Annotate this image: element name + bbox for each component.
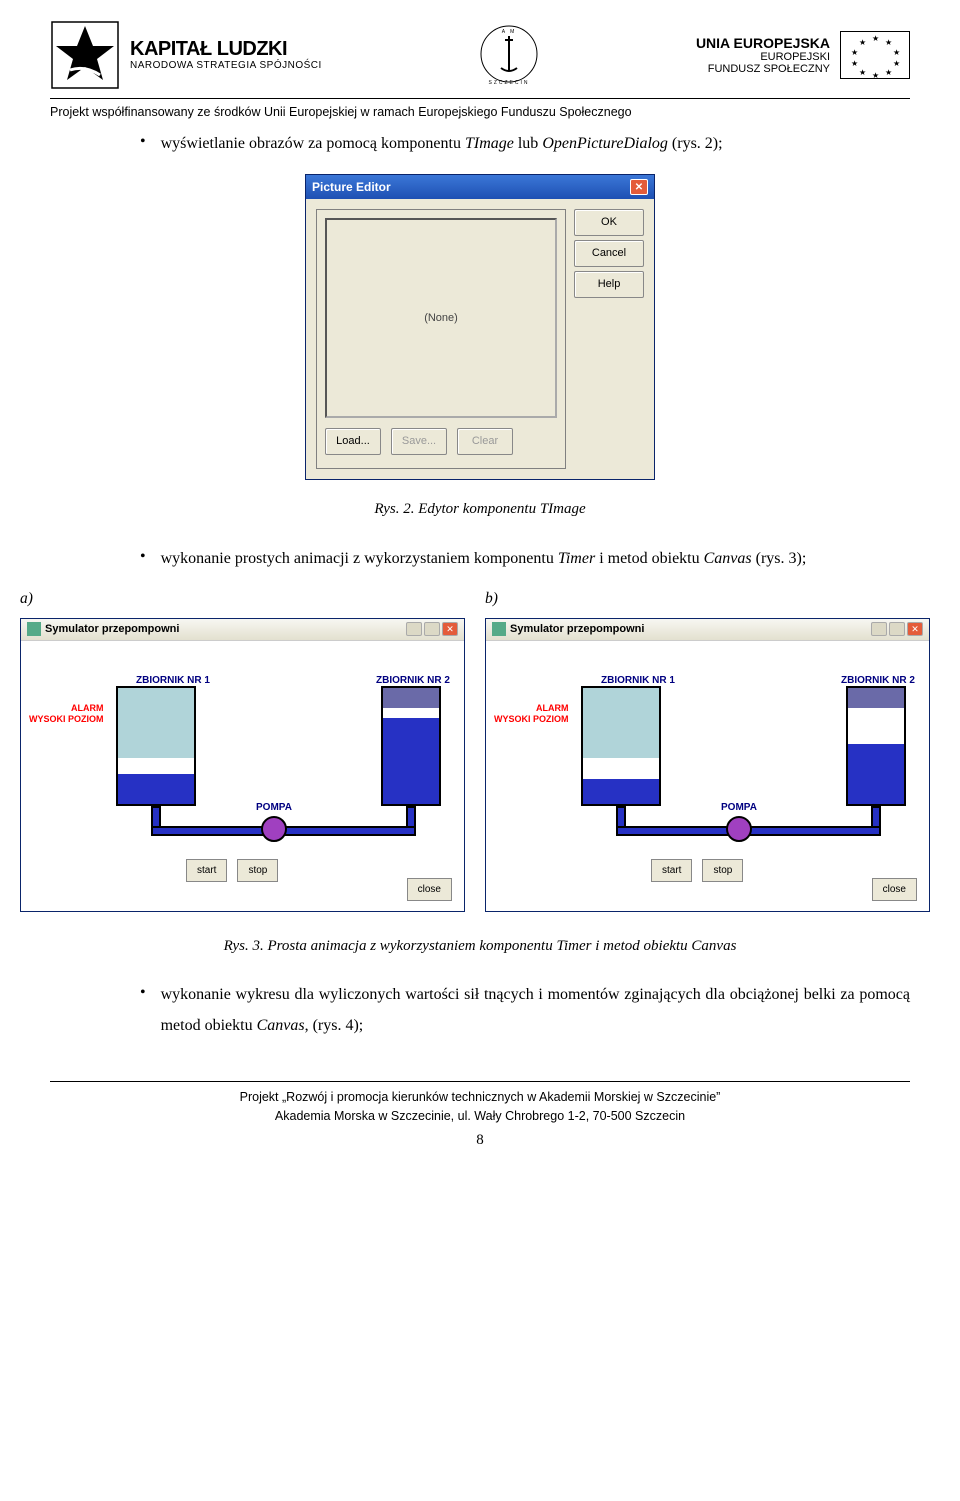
bullet1-text: wyświetlanie obrazów za pomocą komponent… xyxy=(161,129,910,159)
tank1 xyxy=(116,686,196,806)
svg-text:AKADEMIA MORSKA: AKADEMIA MORSKA xyxy=(479,22,539,24)
eu-flag-icon: ★ ★ ★ ★ ★ ★ ★ ★ ★ ★ xyxy=(840,31,910,79)
footer-line1: Projekt „Rozwój i promocja kierunków tec… xyxy=(50,1088,910,1107)
label-b: b) xyxy=(485,584,940,613)
bullet-item-1: • wyświetlanie obrazów za pomocą kompone… xyxy=(140,129,910,159)
subheader-text: Projekt współfinansowany ze środków Unii… xyxy=(50,105,910,119)
caption-fig3: Rys. 3. Prosta animacja z wykorzystaniem… xyxy=(50,932,910,961)
cancel-button[interactable]: Cancel xyxy=(574,240,644,267)
preview-canvas: (None) xyxy=(325,218,557,418)
bullet-item-2: • wykonanie prostych animacji z wykorzys… xyxy=(140,544,910,574)
figure-pair-ab: a) Symulator przepompowni ✕ xyxy=(20,584,940,911)
tank2 xyxy=(846,686,906,806)
pompa-label: POMPA xyxy=(721,798,757,817)
save-button[interactable]: Save... xyxy=(391,428,447,455)
start-button[interactable]: start xyxy=(651,859,692,882)
titlebar: Picture Editor ✕ xyxy=(306,175,654,199)
sim-canvas-b: ZBIORNIK NR 1 ZBIORNIK NR 2 ALARMWYSOKI … xyxy=(486,641,929,911)
close-icon[interactable]: ✕ xyxy=(630,179,648,195)
minimize-icon[interactable] xyxy=(406,622,422,636)
kl-title: KAPITAŁ LUDZKI xyxy=(130,39,322,59)
window-picture-editor: Picture Editor ✕ (None) Load... Save... xyxy=(305,174,655,480)
tank1 xyxy=(581,686,661,806)
caption-fig2: Rys. 2. Edytor komponentu TImage xyxy=(50,495,910,524)
bullet3-text: wykonanie wykresu dla wyliczonych wartoś… xyxy=(161,980,910,1041)
window-simulator-b: Symulator przepompowni ✕ ZBIORNIK NR 1 Z… xyxy=(485,618,930,912)
start-button[interactable]: start xyxy=(186,859,227,882)
maximize-icon[interactable] xyxy=(889,622,905,636)
sim-title: Symulator przepompowni xyxy=(510,619,644,640)
ue-line3: FUNDUSZ SPOŁECZNY xyxy=(696,63,830,75)
app-icon xyxy=(27,622,41,636)
sim-title: Symulator przepompowni xyxy=(45,619,179,640)
page-footer: Projekt „Rozwój i promocja kierunków tec… xyxy=(50,1082,910,1126)
close-button[interactable]: close xyxy=(407,878,452,901)
sim-canvas-a: ZBIORNIK NR 1 ZBIORNIK NR 2 ALARMWYSOKI … xyxy=(21,641,464,911)
page-header: KAPITAŁ LUDZKI NARODOWA STRATEGIA SPÓJNO… xyxy=(50,20,910,90)
app-icon xyxy=(492,622,506,636)
svg-text:SZCZECIN: SZCZECIN xyxy=(488,80,529,86)
stop-button[interactable]: stop xyxy=(702,859,743,882)
none-label: (None) xyxy=(424,308,458,329)
window-title: Picture Editor xyxy=(312,176,391,199)
tank2 xyxy=(381,686,441,806)
pompa-icon xyxy=(261,816,287,842)
divider xyxy=(50,98,910,99)
stop-button[interactable]: stop xyxy=(237,859,278,882)
load-button[interactable]: Load... xyxy=(325,428,381,455)
pompa-icon xyxy=(726,816,752,842)
help-button[interactable]: Help xyxy=(574,271,644,298)
close-button[interactable]: close xyxy=(872,878,917,901)
alarm-label: ALARMWYSOKI POZIOM xyxy=(494,703,569,725)
alarm-label: ALARMWYSOKI POZIOM xyxy=(29,703,104,725)
ue-line2: EUROPEJSKI xyxy=(696,51,830,63)
label-a: a) xyxy=(20,584,475,613)
footer-line2: Akademia Morska w Szczecinie, ul. Wały C… xyxy=(50,1107,910,1126)
bullet-dot-icon: • xyxy=(140,129,146,155)
ok-button[interactable]: OK xyxy=(574,209,644,236)
kl-subtitle: NARODOWA STRATEGIA SPÓJNOŚCI xyxy=(130,61,322,71)
preview-frame: (None) Load... Save... Clear xyxy=(316,209,566,469)
minimize-icon[interactable] xyxy=(871,622,887,636)
kl-star-icon xyxy=(50,20,120,90)
svg-text:A M: A M xyxy=(502,29,517,35)
figure-picture-editor: Picture Editor ✕ (None) Load... Save... xyxy=(50,174,910,480)
logo-unia-europejska: UNIA EUROPEJSKA EUROPEJSKI FUNDUSZ SPOŁE… xyxy=(696,31,910,79)
logo-kapital-ludzki: KAPITAŁ LUDZKI NARODOWA STRATEGIA SPÓJNO… xyxy=(50,20,322,90)
bullet2-text: wykonanie prostych animacji z wykorzysta… xyxy=(161,544,910,574)
page-number: 8 xyxy=(50,1132,910,1149)
logo-akademia-morska: AKADEMIA MORSKA A M SZCZECIN xyxy=(479,22,539,88)
close-icon[interactable]: ✕ xyxy=(907,622,923,636)
bullet-dot-icon: • xyxy=(140,980,146,1006)
maximize-icon[interactable] xyxy=(424,622,440,636)
bullet-item-3: • wykonanie wykresu dla wyliczonych wart… xyxy=(140,980,910,1041)
am-seal-icon: AKADEMIA MORSKA A M SZCZECIN xyxy=(479,22,539,86)
window-simulator-a: Symulator przepompowni ✕ ZBIORNIK NR 1 Z… xyxy=(20,618,465,912)
clear-button[interactable]: Clear xyxy=(457,428,513,455)
pompa-label: POMPA xyxy=(256,798,292,817)
ue-line1: UNIA EUROPEJSKA xyxy=(696,35,830,51)
close-icon[interactable]: ✕ xyxy=(442,622,458,636)
bullet-dot-icon: • xyxy=(140,544,146,570)
